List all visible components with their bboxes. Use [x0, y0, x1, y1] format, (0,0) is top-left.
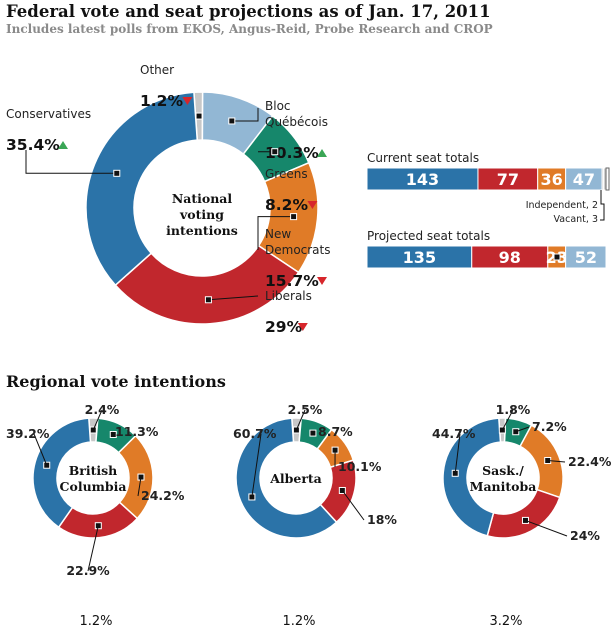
national-leader-liberals: [208, 295, 259, 301]
ab-value-liberals: 18%: [367, 512, 397, 527]
projected-seats-value-liberals: 98: [499, 248, 521, 267]
current-seats-segment-vacant-outline: [605, 167, 610, 191]
national-label-bloc-qu-b-cois: Bloc: [265, 99, 291, 113]
national-trend-bloc-qu-b-cois: [317, 149, 327, 157]
national-trend-other: [182, 97, 193, 105]
sm-leader-conservatives: [454, 433, 461, 474]
national-label-new-democrats: Democrats: [265, 243, 331, 257]
sm-value-other: 1.8%: [496, 402, 531, 417]
national-trend-greens: [307, 201, 318, 209]
national-value-liberals: 29%: [265, 318, 303, 336]
current-seats-value-conservatives: 143: [406, 170, 439, 189]
current-seats-note-leader: [600, 190, 605, 221]
current-seats-note-independent: Independent, 2: [526, 200, 598, 211]
regional-section-title: Regional vote intentions: [6, 372, 226, 391]
national-marker-conservatives: [113, 169, 121, 177]
projected-seats-title: Projected seat totals: [367, 229, 490, 243]
bc-center-label: Columbia: [60, 479, 127, 494]
sm-center-label: Sask./: [482, 463, 524, 478]
bc-value-conservatives: 39.2%: [6, 426, 50, 441]
bc-center-label: British: [69, 463, 118, 478]
national-leader-conservatives: [25, 150, 117, 174]
national-leader-bloc-qu-b-cois: [231, 108, 259, 122]
sm-value-liberals: 24%: [570, 528, 600, 543]
national-label-bloc-qu-b-cois: Québécois: [265, 115, 328, 129]
national-marker-greens: [271, 148, 279, 156]
current-seats-title: Current seat totals: [367, 151, 479, 165]
national-label-other: Other: [140, 63, 174, 77]
bc-slice-conservatives: [32, 417, 92, 529]
projected-seats-value-bloc-qu-b-cois: 52: [575, 248, 597, 267]
sm-leader-liberals: [525, 519, 568, 537]
national-label-greens: Greens: [265, 167, 308, 181]
ab-leader-liberals: [341, 490, 365, 521]
sm-value-greens: 7.2%: [532, 419, 567, 434]
national-label-liberals: Liberals: [265, 289, 312, 303]
current-seats-value-bloc-qu-b-cois: 47: [573, 170, 595, 189]
ab-center-label: Alberta: [269, 471, 322, 486]
ab-value-new-democrats: 10.1%: [338, 459, 382, 474]
bc-leader-other: [92, 409, 103, 431]
projected-seats-marker: [553, 253, 561, 261]
national-value-greens: 8.2%: [265, 196, 308, 214]
current-seats-value-new-democrats: 36: [541, 170, 563, 189]
ab-leader-other: [295, 409, 306, 431]
national-center-label: intentions: [166, 223, 238, 238]
sm-value-new-democrats: 22.4%: [568, 454, 612, 469]
national-value-conservatives: 35.4%: [6, 136, 60, 154]
national-value-bloc-qu-b-cois: 10.3%: [265, 144, 319, 162]
bc-value-liberals: 22.9%: [66, 563, 110, 578]
ab-leader-conservatives: [251, 433, 262, 498]
bc-value-greens: 11.3%: [115, 424, 159, 439]
sm-center-label: Manitoba: [470, 479, 537, 494]
page-subtitle: Includes latest polls from EKOS, Angus-R…: [6, 22, 493, 36]
current-seats-value-liberals: 77: [497, 170, 519, 189]
bc-value-other: 2.4%: [85, 402, 120, 417]
current-seats-note-vacant: Vacant, 3: [554, 214, 598, 225]
ab-slice-conservatives: [235, 417, 338, 539]
bc-leader-conservatives: [33, 433, 48, 466]
national-marker-other: [195, 112, 203, 120]
bc-value-new-democrats: 24.2%: [141, 488, 185, 503]
national-marker-new-democrats: [290, 213, 298, 221]
ab-footnote: 1.2%: [282, 614, 315, 629]
projected-seats-value-conservatives: 135: [403, 248, 436, 267]
national-leader-new-democrats: [257, 216, 294, 250]
national-slice-conservatives: [85, 91, 199, 287]
national-label-conservatives: Conservatives: [6, 107, 91, 121]
projected-seats-segment-bloc-qu-b-cois: [565, 245, 607, 269]
sm-value-conservatives: 44.7%: [432, 426, 476, 441]
national-marker-bloc-qu-b-cois: [228, 117, 236, 125]
national-trend-new-democrats: [317, 277, 327, 285]
bc-leader-liberals: [87, 525, 99, 572]
sm-footnote: 3.2%: [489, 614, 522, 629]
ab-value-conservatives: 60.7%: [233, 426, 277, 441]
sm-leader-greens: [515, 426, 530, 433]
sm-leader-new-democrats: [547, 460, 566, 463]
ab-value-other: 2.5%: [288, 402, 323, 417]
ab-value-greens: 8.7%: [318, 424, 353, 439]
national-trend-conservatives: [58, 141, 68, 149]
national-value-new-democrats: 15.7%: [265, 272, 319, 290]
national-trend-liberals: [297, 323, 308, 331]
sm-slice-liberals: [486, 488, 561, 539]
bc-leader-new-democrats: [137, 476, 142, 497]
national-label-new-democrats: New: [265, 227, 291, 241]
national-marker-liberals: [204, 296, 212, 304]
sm-leader-other: [501, 409, 514, 431]
ab-leader-greens: [312, 431, 316, 434]
national-center-label: voting: [179, 207, 224, 222]
national-center-label: National: [172, 191, 233, 206]
page-title: Federal vote and seat projections as of …: [6, 2, 491, 21]
bc-leader-greens: [111, 431, 114, 435]
bc-footnote: 1.2%: [79, 614, 112, 629]
sm-slice-conservatives: [442, 417, 502, 537]
national-slice-liberals: [114, 244, 300, 325]
national-value-other: 1.2%: [140, 92, 183, 110]
